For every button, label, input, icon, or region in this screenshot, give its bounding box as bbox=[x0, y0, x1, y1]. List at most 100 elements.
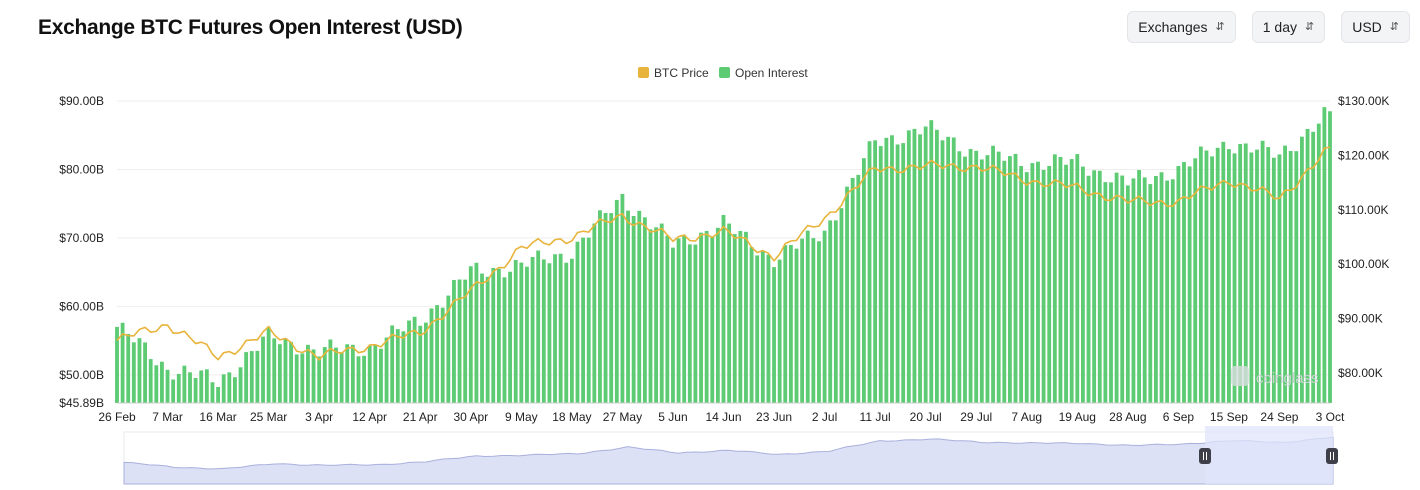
open-interest-bar[interactable] bbox=[923, 126, 928, 403]
open-interest-bar[interactable] bbox=[480, 273, 484, 403]
open-interest-bar[interactable] bbox=[216, 387, 220, 403]
open-interest-bar[interactable] bbox=[1165, 180, 1170, 403]
open-interest-bar[interactable] bbox=[1159, 172, 1164, 403]
open-interest-bar[interactable] bbox=[1069, 159, 1074, 403]
open-interest-bar[interactable] bbox=[126, 333, 131, 403]
open-interest-bar[interactable] bbox=[1170, 179, 1175, 403]
open-interest-bar[interactable] bbox=[732, 234, 737, 403]
open-interest-bar[interactable] bbox=[356, 356, 361, 403]
open-interest-bar[interactable] bbox=[968, 148, 973, 403]
open-interest-bar[interactable] bbox=[996, 151, 1001, 403]
open-interest-bar[interactable] bbox=[805, 230, 810, 403]
open-interest-bar[interactable] bbox=[586, 237, 591, 403]
open-interest-bar[interactable] bbox=[1148, 184, 1153, 403]
open-interest-bar[interactable] bbox=[581, 237, 586, 403]
open-interest-bar[interactable] bbox=[289, 341, 293, 403]
legend-label-open-interest[interactable]: Open Interest bbox=[735, 66, 808, 80]
open-interest-bar[interactable] bbox=[401, 331, 406, 403]
open-interest-bar[interactable] bbox=[530, 257, 535, 403]
open-interest-bar[interactable] bbox=[839, 208, 844, 403]
open-interest-bar[interactable] bbox=[1036, 161, 1040, 403]
open-interest-bar[interactable] bbox=[328, 339, 333, 403]
open-interest-bar[interactable] bbox=[255, 350, 260, 403]
open-interest-bar[interactable] bbox=[306, 344, 310, 403]
open-interest-bar[interactable] bbox=[603, 212, 608, 403]
open-interest-bar[interactable] bbox=[884, 137, 889, 404]
exchanges-select[interactable]: Exchanges ⇵ bbox=[1127, 11, 1236, 43]
open-interest-bar[interactable] bbox=[367, 345, 372, 403]
open-interest-bar[interactable] bbox=[148, 359, 153, 403]
open-interest-bar[interactable] bbox=[429, 308, 434, 403]
open-interest-bar[interactable] bbox=[626, 210, 630, 403]
open-interest-bar[interactable] bbox=[390, 325, 395, 403]
open-interest-bar[interactable] bbox=[272, 338, 277, 403]
open-interest-bar[interactable] bbox=[738, 230, 743, 403]
open-interest-bar[interactable] bbox=[1064, 164, 1068, 403]
open-interest-bar[interactable] bbox=[687, 244, 692, 403]
open-interest-bar[interactable] bbox=[1176, 166, 1181, 403]
open-interest-bar[interactable] bbox=[749, 247, 754, 403]
open-interest-bar[interactable] bbox=[760, 250, 765, 403]
open-interest-bar[interactable] bbox=[171, 379, 176, 404]
open-interest-bar[interactable] bbox=[199, 370, 204, 403]
open-interest-bar[interactable] bbox=[788, 244, 793, 403]
open-interest-bar[interactable] bbox=[974, 150, 979, 403]
open-interest-bar[interactable] bbox=[710, 236, 715, 403]
open-interest-bar[interactable] bbox=[143, 342, 147, 403]
open-interest-bar[interactable] bbox=[1075, 154, 1080, 403]
open-interest-bar[interactable] bbox=[384, 337, 389, 403]
open-interest-bar[interactable] bbox=[1052, 154, 1057, 403]
open-interest-bar[interactable] bbox=[1131, 178, 1136, 403]
open-interest-bar[interactable] bbox=[227, 372, 232, 403]
open-interest-bar[interactable] bbox=[755, 255, 760, 403]
open-interest-bar[interactable] bbox=[435, 305, 440, 403]
open-interest-bar[interactable] bbox=[1193, 158, 1198, 403]
open-interest-bar[interactable] bbox=[1288, 151, 1293, 403]
open-interest-bar[interactable] bbox=[575, 241, 580, 403]
open-interest-bar[interactable] bbox=[744, 231, 748, 403]
open-interest-bar[interactable] bbox=[1255, 149, 1259, 403]
open-interest-bar[interactable] bbox=[553, 254, 557, 403]
open-interest-bar[interactable] bbox=[1238, 144, 1243, 403]
open-interest-bar[interactable] bbox=[1198, 146, 1203, 404]
open-interest-bar[interactable] bbox=[631, 216, 636, 403]
open-interest-bar[interactable] bbox=[659, 223, 664, 403]
open-interest-bar[interactable] bbox=[1300, 136, 1304, 403]
open-interest-bar[interactable] bbox=[418, 325, 423, 403]
open-interest-bar[interactable] bbox=[485, 276, 490, 403]
open-interest-bar[interactable] bbox=[856, 174, 861, 403]
open-interest-bar[interactable] bbox=[890, 135, 894, 404]
open-interest-bar[interactable] bbox=[1024, 172, 1029, 403]
open-interest-bar[interactable] bbox=[598, 210, 602, 403]
open-interest-bar[interactable] bbox=[1249, 152, 1254, 403]
open-interest-bar[interactable] bbox=[1125, 185, 1130, 403]
open-interest-bar[interactable] bbox=[277, 344, 282, 403]
open-interest-bar[interactable] bbox=[1221, 141, 1226, 403]
open-interest-bar[interactable] bbox=[895, 144, 900, 403]
open-interest-bar[interactable] bbox=[508, 271, 513, 403]
open-interest-bar[interactable] bbox=[1182, 162, 1186, 403]
open-interest-bar[interactable] bbox=[878, 146, 883, 403]
navigator-selected-window[interactable] bbox=[1205, 426, 1333, 484]
open-interest-bar[interactable] bbox=[772, 267, 776, 403]
open-interest-bar[interactable] bbox=[244, 352, 249, 403]
open-interest-bar[interactable] bbox=[1030, 163, 1035, 403]
open-interest-bar[interactable] bbox=[676, 238, 681, 403]
open-interest-bar[interactable] bbox=[541, 259, 546, 403]
open-interest-bar[interactable] bbox=[558, 253, 563, 403]
open-interest-bar[interactable] bbox=[979, 159, 984, 403]
open-interest-bar[interactable] bbox=[654, 227, 659, 403]
open-interest-bar[interactable] bbox=[446, 295, 451, 403]
open-interest-bar[interactable] bbox=[721, 214, 726, 403]
open-interest-bar[interactable] bbox=[766, 254, 771, 403]
open-interest-bar[interactable] bbox=[1328, 111, 1332, 404]
open-interest-bar[interactable] bbox=[204, 369, 209, 403]
open-interest-bar[interactable] bbox=[547, 263, 552, 403]
open-interest-bar[interactable] bbox=[294, 354, 299, 403]
open-interest-bar[interactable] bbox=[1109, 182, 1113, 403]
open-interest-bar[interactable] bbox=[1266, 147, 1271, 403]
open-interest-bar[interactable] bbox=[901, 143, 906, 403]
open-interest-bar[interactable] bbox=[833, 220, 838, 403]
open-interest-bar[interactable] bbox=[592, 223, 597, 403]
